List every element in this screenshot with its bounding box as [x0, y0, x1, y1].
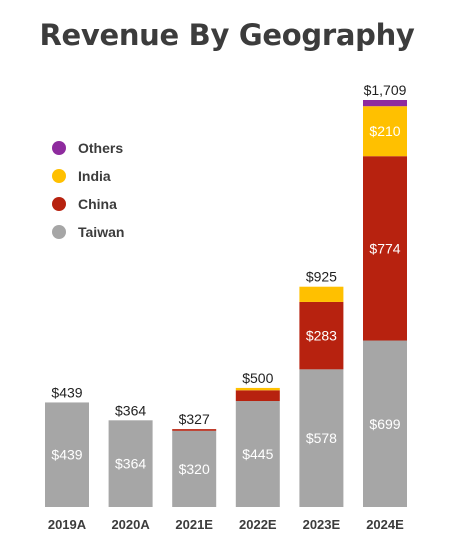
bar-segment-taiwan-2019a — [45, 402, 89, 507]
segment-label-china-2023e: $283 — [306, 328, 337, 344]
bar-segment-others-2024e — [363, 100, 407, 107]
bar-segment-china-2022e — [235, 390, 280, 402]
legend-label-india: India — [78, 168, 111, 184]
total-label-2019a: $439 — [51, 384, 82, 400]
legend-label-others: Others — [78, 140, 124, 156]
bar-segment-india-2024e — [363, 106, 407, 157]
bar-segment-india-2022e — [235, 387, 280, 391]
legend-label-taiwan: Taiwan — [78, 224, 125, 240]
segment-label-taiwan-2020a: $364 — [115, 456, 146, 472]
category-label-2023e: 2023E — [303, 517, 341, 532]
legend-item-india: India — [52, 162, 124, 190]
legend-swatch-taiwan — [52, 225, 66, 239]
segment-label-china-2024e: $774 — [369, 240, 400, 256]
legend: Others India China Taiwan — [52, 134, 124, 246]
total-label-2024e: $1,709 — [364, 82, 407, 98]
bar-segment-taiwan-2022e — [235, 401, 280, 507]
segment-label-india-2024e: $210 — [369, 123, 400, 139]
legend-item-others: Others — [52, 134, 124, 162]
bar-segment-china-2023e — [299, 301, 344, 370]
segment-label-taiwan-2024e: $699 — [369, 416, 400, 432]
bar-segment-india-2023e — [299, 286, 344, 302]
legend-swatch-china — [52, 197, 66, 211]
total-label-2020a: $364 — [115, 402, 146, 418]
legend-label-china: China — [78, 196, 117, 212]
category-label-2022e: 2022E — [239, 517, 277, 532]
bar-segment-china-2024e — [363, 156, 407, 341]
total-label-2022e: $500 — [242, 370, 273, 386]
category-label-2020a: 2020A — [111, 517, 150, 532]
bar-segment-china-2021e — [172, 429, 217, 431]
legend-swatch-others — [52, 141, 66, 155]
bar-segment-taiwan-2024e — [363, 340, 407, 507]
segment-label-taiwan-2019a: $439 — [51, 447, 82, 463]
category-label-2021e: 2021E — [175, 517, 213, 532]
chart-title: Revenue By Geography — [39, 18, 415, 52]
bar-segment-taiwan-2021e — [172, 430, 217, 507]
bar-segment-taiwan-2023e — [299, 369, 344, 507]
legend-swatch-india — [52, 169, 66, 183]
legend-item-china: China — [52, 190, 124, 218]
segment-label-taiwan-2023e: $578 — [306, 430, 337, 446]
total-label-2021e: $327 — [179, 411, 210, 427]
total-label-2023e: $925 — [306, 269, 337, 285]
category-label-2019a: 2019A — [48, 517, 87, 532]
category-label-2024e: 2024E — [366, 517, 404, 532]
legend-item-taiwan: Taiwan — [52, 218, 124, 246]
bar-segment-taiwan-2020a — [108, 420, 153, 507]
segment-label-taiwan-2022e: $445 — [242, 446, 273, 462]
segment-label-taiwan-2021e: $320 — [179, 461, 210, 477]
